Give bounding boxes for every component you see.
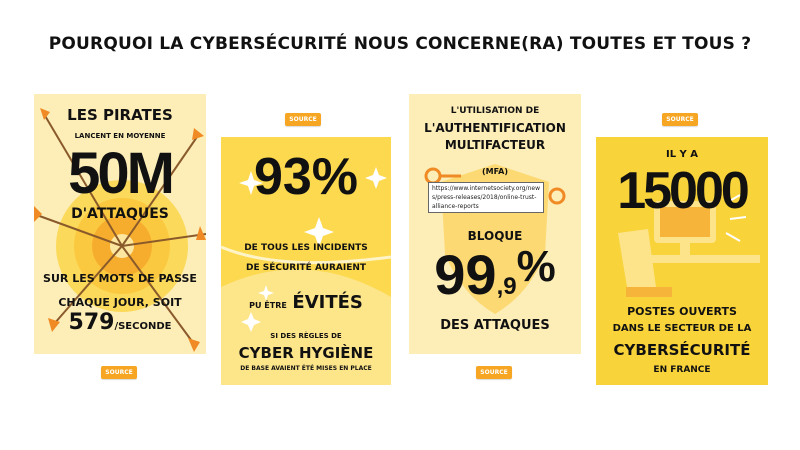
card4-line1: IL Y A: [665, 149, 699, 160]
card3-big-decimal: ,9: [496, 273, 517, 300]
card2-line2: DE SÉCURITÉ AURAIENT: [245, 263, 367, 273]
card2-line1: DE TOUS LES INCIDENTS: [244, 243, 368, 253]
card1-line5: CHAQUE JOUR, SOIT: [58, 296, 182, 309]
card1-rate-unit: /SECONDE: [114, 321, 172, 332]
desk-chair-illustration: [618, 194, 760, 297]
card2-line5: CYBER HYGIÈNE: [238, 344, 374, 362]
card1-line1: LES PIRATES: [67, 106, 173, 124]
card1-line2: LANCENT EN MOYENNE: [74, 132, 166, 140]
card1-rate: 579/SECONDE: [34, 310, 206, 335]
card3-big-main: 99: [434, 243, 497, 306]
card1-line4: SUR LES MOTS DE PASSE: [43, 272, 197, 285]
infographic-card-pirates: LES PIRATES LANCENT EN MOYENNE 50M D'ATT…: [34, 94, 206, 354]
page-title: POURQUOI LA CYBERSÉCURITÉ NOUS CONCERNE(…: [48, 34, 752, 54]
card4-line2: POSTES OUVERTS: [627, 305, 737, 318]
infographic-card-mfa: L'UTILISATION DE L'AUTHENTIFICATION MULT…: [409, 94, 581, 354]
card4-line4: CYBERSÉCURITÉ: [613, 341, 751, 359]
card1-big-number: 50M: [68, 141, 175, 206]
card3-line5: BLOQUE: [467, 229, 523, 243]
source-button-card1[interactable]: SOURCE: [101, 366, 137, 379]
card4-big-number: 15000: [617, 162, 750, 220]
card3-line3: MULTIFACTEUR: [444, 138, 546, 152]
source-button-card2[interactable]: SOURCE: [285, 113, 321, 126]
source-url-tooltip: https://www.internetsociety.org/news/pre…: [428, 182, 544, 213]
card3-line1: L'UTILISATION DE: [450, 106, 540, 116]
card1-rate-number: 579: [68, 310, 115, 335]
card2-line3-small: PU ÊTRE: [249, 301, 287, 310]
card2-line3-big: ÉVITÉS: [292, 292, 363, 313]
source-button-card4[interactable]: SOURCE: [662, 113, 698, 126]
card3-big-number: 99,9%: [409, 242, 581, 307]
infographic-card-jobs: IL Y A 15000 POSTES OUVERTS DANS LE SECT…: [596, 137, 768, 385]
target-arrows-illustration: [34, 108, 206, 352]
source-button-card3[interactable]: SOURCE: [476, 366, 512, 379]
sparkles-illustration: [221, 167, 391, 385]
card2-line4: SI DES RÈGLES DE: [270, 332, 342, 340]
card2-big-number: 93%: [253, 148, 359, 206]
card4-line5: EN FRANCE: [653, 365, 711, 375]
card3-line6: DES ATTAQUES: [440, 318, 550, 333]
card4-line3: DANS LE SECTEUR DE LA: [612, 323, 752, 334]
card2-line6: DE BASE AVAIENT ÉTÉ MISES EN PLACE: [240, 365, 372, 372]
infographic-card-incidents: 93% DE TOUS LES INCIDENTS DE SÉCURITÉ AU…: [221, 137, 391, 385]
card2-line3: PU ÊTRE ÉVITÉS: [221, 292, 391, 313]
card3-line2: L'AUTHENTIFICATION: [424, 121, 566, 135]
card3-line4: (MFA): [481, 167, 508, 176]
card3-big-pct: %: [516, 242, 556, 291]
card1-line3: D'ATTAQUES: [71, 206, 169, 222]
